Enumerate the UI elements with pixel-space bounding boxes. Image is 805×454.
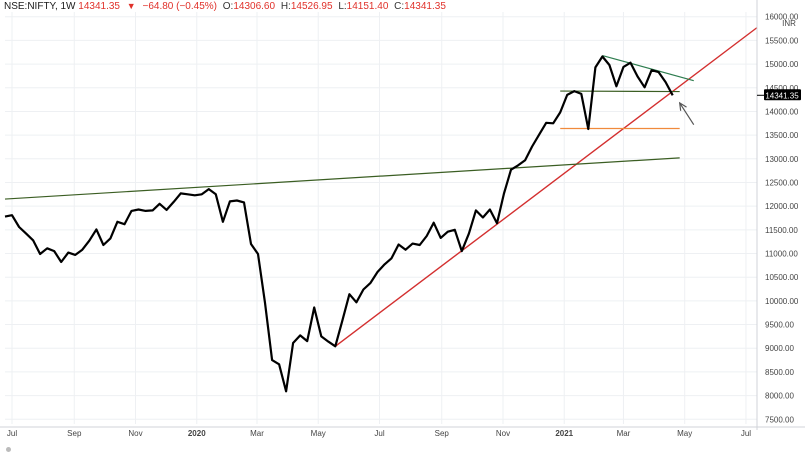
- x-tick-label: Jul: [374, 429, 384, 438]
- x-tick-label: May: [311, 429, 326, 438]
- y-tick-label: 10500.00: [765, 273, 799, 282]
- y-tick-label: 11000.00: [765, 250, 798, 259]
- x-tick-label: Jul: [741, 429, 751, 438]
- x-tick-label: Sep: [435, 429, 450, 438]
- x-axis[interactable]: Jul Sep Nov 2020 Mar May Jul Sep Nov 2021 Mar May Ju…: [0, 427, 805, 438]
- y-tick-label: 11500.00: [765, 226, 798, 235]
- x-tick-label: Jul: [7, 429, 17, 438]
- y-tick-label: 8000.00: [765, 392, 794, 401]
- x-tick-label: Mar: [617, 429, 631, 438]
- x-tick-label: Sep: [67, 429, 82, 438]
- y-tick-label: 13500.00: [765, 131, 799, 140]
- y-tick-label: 15500.00: [765, 36, 799, 45]
- legend-dot-icon: [6, 447, 11, 452]
- y-tick-label: 9000.00: [765, 344, 794, 353]
- x-tick-label: Nov: [128, 429, 142, 438]
- currency-label: INR: [782, 19, 796, 28]
- legend-stub: [6, 444, 11, 454]
- arrow-shaft: [680, 103, 694, 125]
- y-tick-label: 14000.00: [765, 107, 799, 116]
- last-price-badge: 14341.35: [764, 89, 801, 100]
- y-tick-label: 12500.00: [765, 178, 799, 187]
- y-tick-label: 13000.00: [765, 155, 799, 164]
- x-tick-label: Mar: [250, 429, 264, 438]
- y-tick-label: 15000.00: [765, 60, 799, 69]
- arrow-head: [680, 103, 687, 111]
- chart-grid: [5, 12, 757, 424]
- annotations: [680, 103, 694, 125]
- last-price-label: 14341.35: [765, 91, 799, 100]
- trendlines[interactable]: [5, 28, 757, 347]
- x-tick-label: May: [677, 429, 692, 438]
- y-axis[interactable]: 7500.00 8000.00 8500.00 9000.00 9500.00 10000…: [757, 0, 799, 430]
- y-tick-label: 9500.00: [765, 321, 794, 330]
- long-trend-line: [5, 158, 680, 199]
- y-tick-label: 12000.00: [765, 202, 799, 211]
- x-tick-label: 2021: [555, 429, 573, 438]
- x-tick-label: 2020: [188, 429, 206, 438]
- y-tick-label: 8500.00: [765, 368, 794, 377]
- y-tick-label: 7500.00: [765, 415, 794, 424]
- price-series-line: [5, 57, 673, 392]
- support-trend-line: [335, 28, 757, 347]
- y-tick-label: 10000.00: [765, 297, 799, 306]
- x-tick-label: Nov: [496, 429, 510, 438]
- price-series: [5, 57, 673, 392]
